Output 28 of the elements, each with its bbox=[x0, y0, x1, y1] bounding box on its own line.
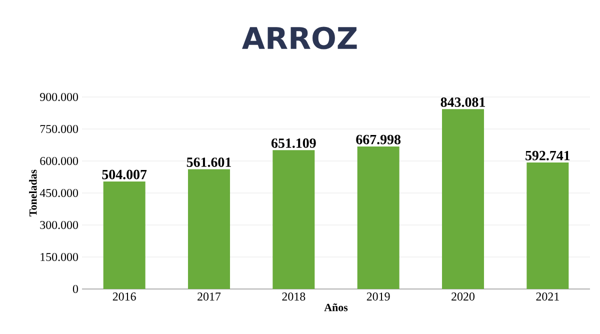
y-tick-label: 750.000 bbox=[40, 124, 78, 134]
y-axis-title: Toneladas bbox=[29, 170, 37, 216]
data-label: 667.998 bbox=[356, 134, 401, 144]
bar bbox=[442, 109, 484, 289]
bar bbox=[357, 146, 400, 289]
chart-title: ARROZ bbox=[242, 26, 357, 50]
data-label: 592.741 bbox=[526, 150, 570, 160]
x-tick-label: 2017 bbox=[198, 292, 221, 301]
x-tick-label: 2018 bbox=[282, 292, 306, 301]
y-tick-label: 600.000 bbox=[40, 156, 78, 166]
bar bbox=[526, 162, 569, 289]
x-axis-title: Años bbox=[324, 303, 348, 312]
x-tick-label: 2021 bbox=[536, 292, 559, 301]
bar bbox=[103, 181, 146, 289]
y-tick-label: 0 bbox=[72, 284, 78, 294]
x-tick-label: 2016 bbox=[112, 292, 136, 301]
y-tick-label: 150.000 bbox=[40, 252, 78, 262]
y-tick-label: 900.000 bbox=[40, 92, 78, 102]
x-tick-label: 2020 bbox=[452, 292, 474, 301]
data-label: 561.601 bbox=[186, 158, 231, 168]
data-label: 504.007 bbox=[102, 170, 147, 180]
data-label: 651.109 bbox=[271, 138, 316, 148]
bar bbox=[188, 169, 230, 289]
y-tick-label: 450.000 bbox=[40, 188, 78, 198]
x-tick-label: 2019 bbox=[366, 292, 390, 301]
y-tick-label: 300.000 bbox=[40, 220, 78, 230]
data-label: 843.081 bbox=[440, 97, 485, 107]
bar bbox=[272, 150, 315, 289]
